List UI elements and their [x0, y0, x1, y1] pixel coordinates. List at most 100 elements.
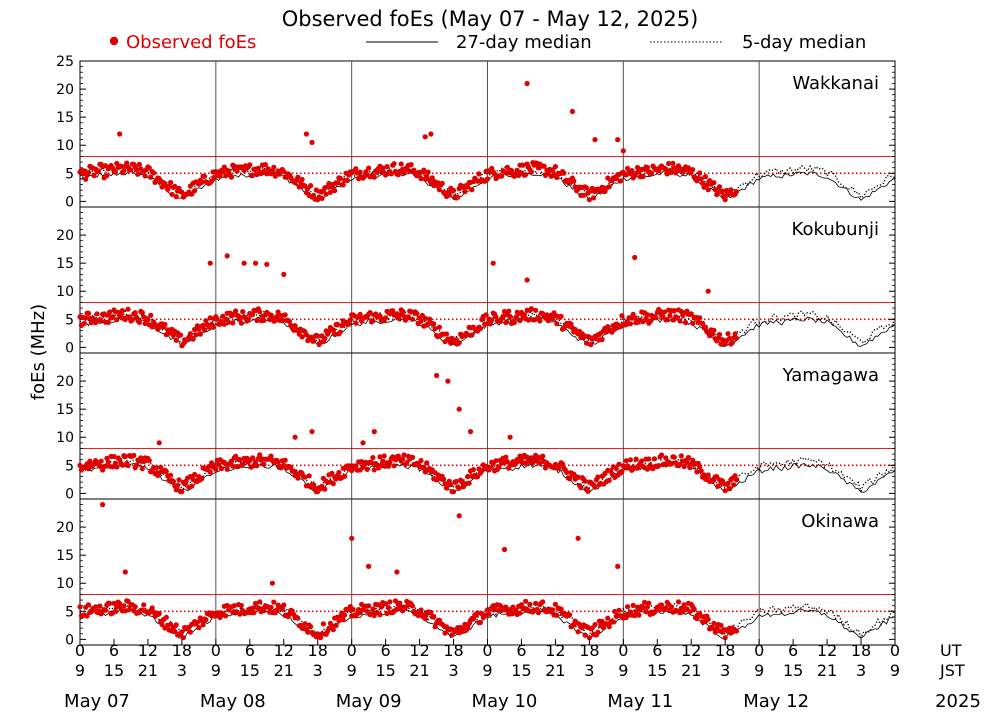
observed-point — [687, 609, 693, 615]
observed-point — [644, 164, 651, 171]
observed-point — [201, 173, 208, 179]
observed-point — [462, 189, 468, 195]
observed-point — [320, 621, 326, 627]
observed-point — [733, 335, 740, 341]
observed-point — [571, 178, 577, 184]
observed-point — [599, 336, 605, 343]
observed-point — [251, 610, 257, 616]
observed-point — [518, 602, 525, 608]
observed-point — [698, 468, 704, 474]
ut-tick-label: 0 — [618, 641, 628, 660]
observed-point — [705, 288, 711, 294]
day-label: May 12 — [743, 691, 809, 712]
observed-point — [132, 604, 138, 610]
observed-point — [592, 622, 598, 628]
observed-point — [148, 174, 154, 180]
observed-point — [336, 469, 342, 476]
observed-point — [606, 477, 612, 483]
observed-point — [371, 467, 377, 473]
observed-point — [658, 602, 665, 608]
observed-point — [731, 482, 737, 488]
jst-tick-label: 3 — [313, 661, 323, 680]
observed-point — [111, 453, 117, 460]
observed-point — [257, 309, 263, 315]
observed-point — [449, 632, 455, 638]
observed-point — [583, 340, 590, 346]
observed-point — [453, 478, 459, 485]
observed-point — [582, 632, 588, 638]
observed-point — [733, 477, 740, 483]
observed-point — [507, 313, 513, 320]
observed-point — [114, 317, 120, 323]
observed-point — [486, 611, 492, 617]
observed-point — [190, 336, 196, 342]
observed-point — [465, 332, 471, 338]
jst-tick-label: 9 — [482, 661, 492, 680]
observed-point — [582, 478, 588, 484]
observed-point — [450, 187, 457, 194]
jst-tick-label: 9 — [75, 661, 85, 680]
observed-point — [104, 455, 110, 461]
observed-point — [322, 486, 328, 492]
observed-point — [661, 309, 668, 315]
observed-point — [81, 320, 87, 327]
observed-point — [319, 195, 325, 201]
jst-tick-label: 21 — [409, 661, 429, 680]
observed-point — [112, 169, 118, 175]
observed-point — [315, 333, 321, 339]
observed-point — [252, 600, 259, 607]
observed-point — [163, 332, 169, 338]
observed-point — [462, 621, 468, 628]
observed-point — [623, 458, 629, 464]
observed-point — [431, 321, 437, 327]
ut-tick-label: 0 — [482, 641, 492, 660]
observed-point — [156, 440, 162, 446]
observed-point — [506, 308, 512, 314]
observed-point — [716, 331, 723, 338]
observed-point — [668, 169, 675, 175]
observed-point — [274, 314, 280, 320]
observed-point — [250, 455, 256, 461]
observed-point — [592, 137, 598, 143]
observed-point — [172, 628, 178, 634]
observed-point — [121, 603, 127, 609]
observed-point — [732, 331, 738, 337]
observed-point — [690, 320, 696, 326]
observed-point — [422, 616, 428, 622]
observed-point — [309, 139, 315, 145]
observed-point — [97, 603, 103, 609]
observed-point — [226, 319, 232, 325]
observed-point — [193, 332, 199, 338]
y-tick-label: 20 — [56, 374, 74, 390]
observed-point — [269, 580, 275, 586]
legend-observed-label: Observed foEs — [126, 32, 256, 53]
observed-point — [612, 608, 618, 615]
observed-point — [199, 476, 205, 482]
observed-point — [470, 467, 476, 473]
observed-point — [268, 604, 274, 610]
observed-point — [179, 629, 185, 635]
ut-tick-label: 12 — [681, 641, 701, 660]
observed-point — [370, 606, 376, 612]
observed-point — [85, 310, 92, 316]
observed-point — [418, 318, 424, 324]
observed-point — [378, 462, 384, 469]
observed-point — [558, 606, 564, 612]
observed-point — [176, 477, 182, 483]
observed-point — [711, 180, 717, 186]
y-tick-label: 25 — [56, 54, 74, 70]
y-tick-label: 20 — [56, 228, 74, 244]
observed-point — [456, 513, 462, 519]
observed-point — [210, 324, 216, 330]
observed-point — [732, 473, 738, 479]
year-label: 2025 — [935, 691, 981, 712]
observed-point — [200, 622, 206, 628]
observed-point — [367, 310, 373, 316]
observed-point — [380, 165, 386, 171]
observed-point — [170, 478, 176, 484]
observed-point — [309, 429, 315, 435]
jst-tick-label: 21 — [545, 661, 565, 680]
panel-yamagawa: 20 15 10 5 0 Yamagawa — [56, 352, 896, 502]
observed-point — [146, 458, 152, 464]
